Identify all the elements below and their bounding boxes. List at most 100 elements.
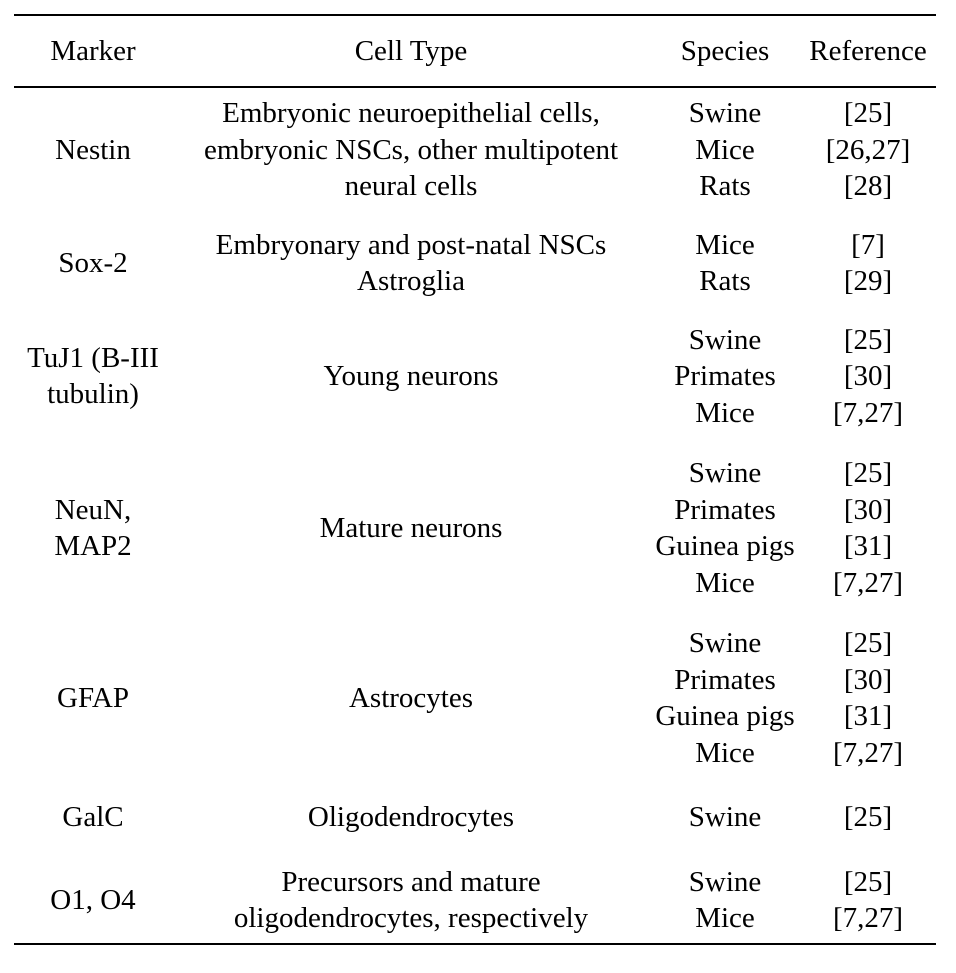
cell-type-cell: Embryonary and post-natal NSCs Astroglia [172,215,650,310]
species-line: Mice [695,396,755,429]
cell-type-line: Precursors and mature [281,865,541,898]
marker-cell: GFAP [14,611,172,781]
species-cell: Swine Mice Rats [650,87,800,215]
species-line: Swine [688,97,762,129]
species-line: Rats [699,170,751,202]
table-row: GalC Oligodendrocytes Swine [25] [14,781,936,846]
reference-line: [31] [843,700,893,732]
species-cell: Swine Primates Guinea pigs Mice [650,441,800,611]
cell-type-line: Embryonic neuroepithelial cells, [222,97,600,129]
reference-line: [25] [843,97,893,129]
header-species: Species [680,34,770,67]
cell-type-cell: Precursors and mature oligodendrocytes, … [172,846,650,944]
marker-cell: NeuN, MAP2 [14,441,172,611]
reference-line: [25] [843,627,893,659]
cell-type-line: oligodendrocytes, respectively [233,902,589,934]
table-row: O1, O4 Precursors and mature oligodendro… [14,846,936,944]
reference-line: [26,27] [825,133,911,166]
cell-type-line: Embryonary and post-natal NSCs [215,228,607,261]
marker-line: GalC [62,801,124,833]
species-line: Mice [695,566,755,599]
reference-cell: [25] [30] [7,27] [800,310,936,442]
marker-line: NeuN, [54,493,132,526]
reference-line: [25] [843,801,893,833]
species-line: Mice [695,736,755,769]
marker-table-container: Marker Cell Type Species Reference Nesti… [14,14,936,945]
marker-cell: TuJ1 (B-III tubulin) [14,310,172,442]
species-line: Mice [695,902,755,934]
reference-cell: [25] [7,27] [800,846,936,944]
table-row: NeuN, MAP2 Mature neurons Swine Primates… [14,441,936,611]
reference-line: [28] [843,170,893,202]
reference-line: [29] [843,265,893,297]
reference-line: [31] [843,530,893,562]
species-line: Guinea pigs [655,700,795,732]
marker-cell: Nestin [14,87,172,215]
species-cell: Swine Primates Guinea pigs Mice [650,611,800,781]
reference-line: [30] [843,360,893,392]
species-cell: Swine Primates Mice [650,310,800,442]
cell-type-line: neural cells [344,170,478,202]
table-header: Marker Cell Type Species Reference [14,15,936,87]
header-row: Marker Cell Type Species Reference [14,15,936,87]
species-line: Rats [699,265,751,297]
species-line: Swine [688,323,762,356]
cell-type-line: Young neurons [323,360,499,392]
cell-type-cell: Young neurons [172,310,650,442]
marker-cell: Sox-2 [14,215,172,310]
cell-type-line: Mature neurons [319,511,503,544]
species-cell: Swine Mice [650,846,800,944]
species-line: Swine [688,865,762,898]
reference-line: [25] [843,457,893,489]
marker-table: Marker Cell Type Species Reference Nesti… [14,14,936,945]
reference-cell: [25] [30] [31] [7,27] [800,441,936,611]
cell-type-cell: Embryonic neuroepithelial cells, embryon… [172,87,650,215]
marker-line: TuJ1 (B-III [27,341,159,374]
table-row: TuJ1 (B-III tubulin) Young neurons Swine… [14,310,936,442]
table-row: Nestin Embryonic neuroepithelial cells, … [14,87,936,215]
cell-type-line: Astrocytes [348,681,474,714]
header-reference: Reference [809,34,927,67]
marker-line: MAP2 [54,530,132,562]
table-row: GFAP Astrocytes Swine Primates Guinea pi… [14,611,936,781]
species-cell: Swine [650,781,800,846]
reference-line: [30] [843,493,893,526]
species-line: Swine [688,457,762,489]
marker-line: tubulin) [47,378,139,411]
table-row: Sox-2 Embryonary and post-natal NSCs Ast… [14,215,936,310]
cell-type-cell: Oligodendrocytes [172,781,650,846]
cell-type-cell: Astrocytes [172,611,650,781]
reference-line: [25] [843,323,893,356]
species-line: Guinea pigs [655,530,795,562]
reference-line: [30] [843,663,893,696]
species-line: Mice [695,133,755,166]
species-line: Mice [695,228,755,261]
marker-line: O1, O4 [50,883,136,916]
marker-line: Sox-2 [58,246,128,279]
reference-line: [7,27] [832,902,904,934]
marker-line: GFAP [57,681,129,714]
marker-cell: GalC [14,781,172,846]
header-marker: Marker [50,34,136,67]
header-cell-type: Cell Type [354,34,468,67]
species-line: Swine [688,627,762,659]
species-line: Primates [674,493,776,526]
reference-cell: [25] [30] [31] [7,27] [800,611,936,781]
cell-type-line: Astroglia [357,265,465,297]
reference-cell: [25] [800,781,936,846]
species-line: Swine [688,801,762,833]
reference-line: [7,27] [832,566,904,599]
cell-type-line: Oligodendrocytes [307,801,515,833]
reference-cell: [7] [29] [800,215,936,310]
cell-type-line: embryonic NSCs, other multipotent [203,133,618,166]
reference-line: [25] [843,865,893,898]
species-cell: Mice Rats [650,215,800,310]
reference-cell: [25] [26,27] [28] [800,87,936,215]
marker-cell: O1, O4 [14,846,172,944]
cell-type-cell: Mature neurons [172,441,650,611]
marker-line: Nestin [55,133,131,166]
reference-line: [7,27] [832,736,904,769]
reference-line: [7,27] [832,396,904,429]
table-body: Nestin Embryonic neuroepithelial cells, … [14,87,936,944]
reference-line: [7] [851,228,885,261]
